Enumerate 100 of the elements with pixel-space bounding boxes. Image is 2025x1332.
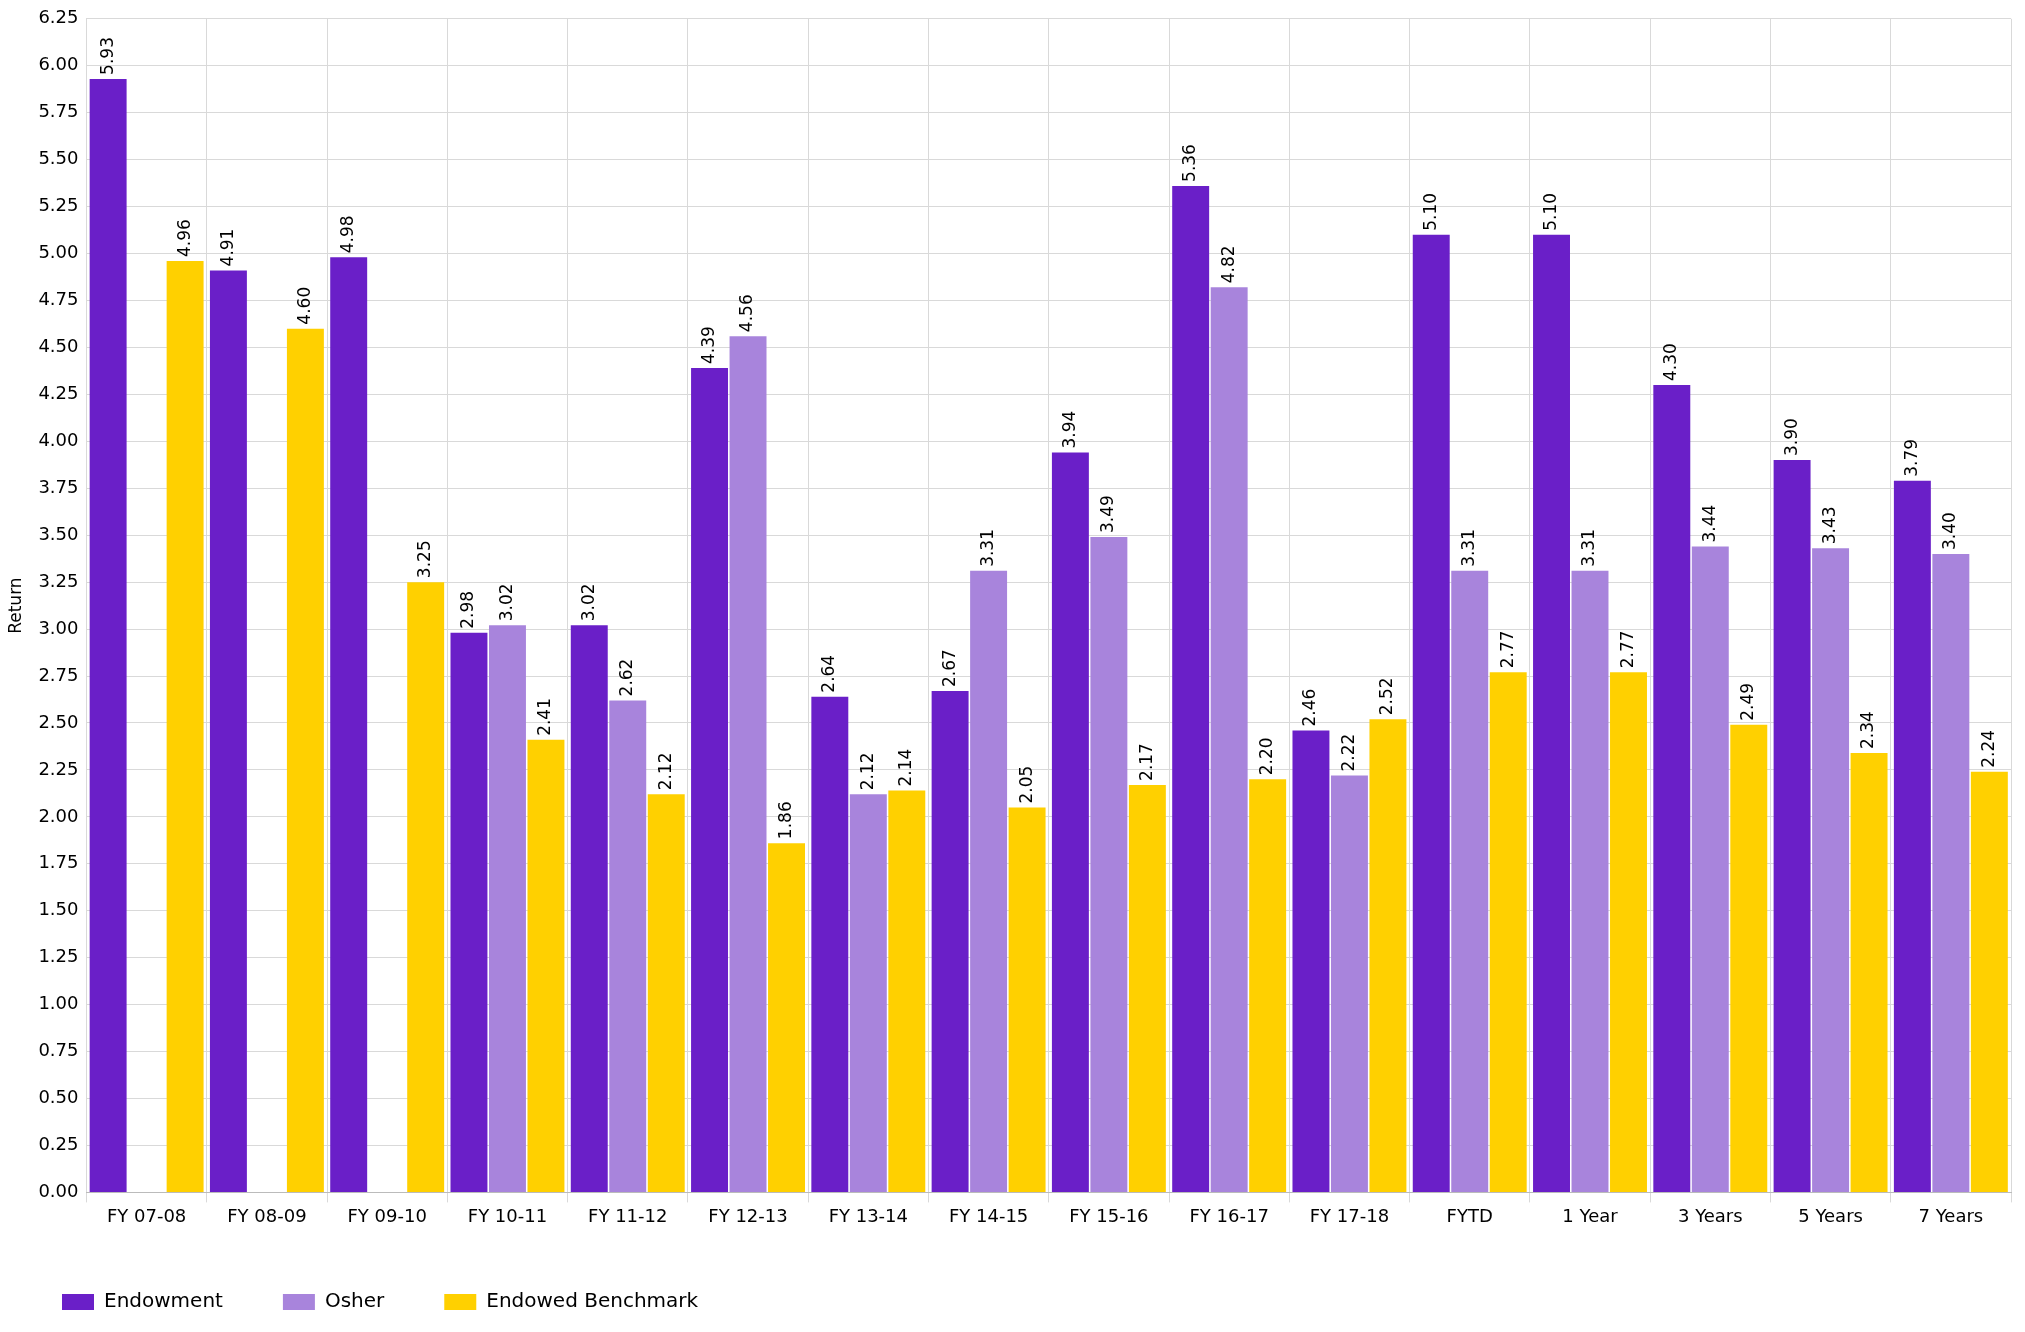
data-label: 5.10 bbox=[1539, 192, 1560, 231]
bar bbox=[450, 632, 488, 1192]
data-label: 2.52 bbox=[1376, 677, 1397, 716]
bar bbox=[1533, 234, 1570, 1192]
data-label: 1.86 bbox=[774, 801, 795, 840]
bar bbox=[1730, 724, 1768, 1192]
y-tick-label: 1.00 bbox=[38, 992, 79, 1014]
x-tick-label: FY 12-13 bbox=[708, 1204, 788, 1226]
x-tick-label: FY 07-08 bbox=[106, 1204, 187, 1226]
data-label: 4.82 bbox=[1217, 245, 1238, 284]
data-label: 4.96 bbox=[173, 219, 194, 258]
bar bbox=[570, 625, 608, 1192]
y-tick-label: 2.00 bbox=[38, 804, 79, 826]
x-tick-label: FY 09-10 bbox=[347, 1204, 427, 1226]
data-label: 2.77 bbox=[1496, 630, 1517, 669]
data-label: 4.98 bbox=[337, 215, 358, 254]
data-label: 3.31 bbox=[1458, 529, 1479, 567]
data-label: 2.62 bbox=[616, 658, 637, 697]
data-label: 2.49 bbox=[1737, 682, 1758, 721]
data-label: 4.91 bbox=[216, 228, 237, 267]
bar bbox=[970, 570, 1008, 1192]
y-tick-label: 4.00 bbox=[38, 428, 79, 450]
bar bbox=[1812, 548, 1850, 1192]
y-tick-label: 0.00 bbox=[38, 1180, 79, 1202]
y-tick-label: 4.50 bbox=[38, 335, 79, 357]
data-label: 5.93 bbox=[96, 37, 117, 75]
data-label: 3.31 bbox=[1578, 529, 1599, 567]
bar bbox=[1210, 287, 1248, 1192]
y-tick-label: 4.75 bbox=[38, 288, 79, 310]
x-tick-label: 3 Years bbox=[1677, 1204, 1743, 1226]
data-label: 3.43 bbox=[1819, 506, 1839, 545]
y-tick-label: 3.25 bbox=[38, 569, 79, 591]
bar bbox=[209, 270, 247, 1192]
y-tick-label: 2.50 bbox=[38, 710, 79, 732]
bar bbox=[1653, 384, 1691, 1192]
legend-label: Endowed Benchmark bbox=[486, 1288, 699, 1313]
data-label: 4.39 bbox=[697, 326, 718, 365]
data-label: 2.24 bbox=[1977, 729, 1998, 768]
x-tick-label: FY 10-11 bbox=[467, 1204, 548, 1226]
data-label: 5.36 bbox=[1179, 144, 1200, 182]
bar bbox=[1369, 719, 1407, 1192]
y-tick-label: 5.25 bbox=[38, 194, 79, 216]
data-label: 3.44 bbox=[1698, 504, 1719, 543]
bar bbox=[89, 78, 127, 1192]
bar bbox=[1893, 480, 1931, 1192]
y-tick-label: 5.00 bbox=[38, 241, 79, 263]
data-label: 2.98 bbox=[457, 590, 478, 629]
y-tick-label: 3.00 bbox=[38, 616, 79, 638]
data-label: 2.22 bbox=[1337, 733, 1358, 772]
bar bbox=[1292, 730, 1330, 1192]
bar bbox=[1489, 672, 1527, 1192]
x-tick-label: FY 15-16 bbox=[1069, 1204, 1149, 1226]
bar bbox=[330, 257, 368, 1192]
x-tick-label: 7 Years bbox=[1918, 1204, 1984, 1226]
bar bbox=[1571, 570, 1609, 1192]
data-label: 3.02 bbox=[495, 583, 516, 622]
data-label: 3.90 bbox=[1780, 418, 1801, 457]
bar bbox=[729, 336, 767, 1192]
y-tick-label: 1.25 bbox=[38, 945, 79, 967]
x-tick-label: FY 16-17 bbox=[1189, 1204, 1269, 1226]
data-label: 4.56 bbox=[736, 294, 757, 333]
y-tick-label: 5.50 bbox=[38, 147, 79, 169]
data-label: 2.12 bbox=[856, 752, 877, 791]
data-label: 2.77 bbox=[1616, 630, 1637, 669]
bar bbox=[811, 696, 849, 1192]
bar bbox=[1773, 460, 1811, 1192]
y-tick-label: 1.75 bbox=[38, 851, 79, 873]
x-tick-label: FY 14-15 bbox=[948, 1204, 1029, 1226]
bar bbox=[691, 368, 729, 1192]
bar bbox=[1970, 771, 2008, 1192]
bar bbox=[888, 790, 926, 1192]
bar bbox=[1412, 234, 1450, 1192]
data-label: 5.10 bbox=[1419, 192, 1440, 231]
legend-label: Endowment bbox=[104, 1288, 224, 1313]
data-label: 2.64 bbox=[818, 654, 839, 693]
x-tick-label: 1 Year bbox=[1562, 1204, 1619, 1226]
bar bbox=[1932, 553, 1970, 1192]
data-label: 3.79 bbox=[1900, 438, 1921, 477]
data-label: 3.40 bbox=[1939, 512, 1960, 550]
legend-label: Osher bbox=[324, 1288, 386, 1313]
data-label: 4.30 bbox=[1660, 343, 1681, 381]
bar bbox=[647, 794, 685, 1192]
y-tick-label: 3.50 bbox=[38, 522, 79, 544]
x-tick-label: FYTD bbox=[1446, 1204, 1493, 1226]
data-label: 2.20 bbox=[1256, 737, 1277, 776]
y-tick-label: 3.75 bbox=[38, 475, 79, 497]
bar bbox=[931, 691, 969, 1192]
data-label: 3.49 bbox=[1097, 495, 1118, 534]
bar bbox=[1691, 546, 1729, 1192]
bar bbox=[1330, 775, 1368, 1192]
y-tick-label: 2.25 bbox=[38, 757, 79, 779]
bar bbox=[768, 843, 805, 1192]
data-label: 3.94 bbox=[1058, 410, 1079, 449]
data-label: 2.14 bbox=[895, 748, 916, 787]
bar bbox=[1610, 672, 1647, 1192]
bar bbox=[1451, 570, 1489, 1192]
bar bbox=[609, 700, 647, 1192]
bar bbox=[1008, 807, 1046, 1192]
data-label: 2.17 bbox=[1135, 743, 1156, 781]
bar bbox=[1090, 537, 1128, 1192]
